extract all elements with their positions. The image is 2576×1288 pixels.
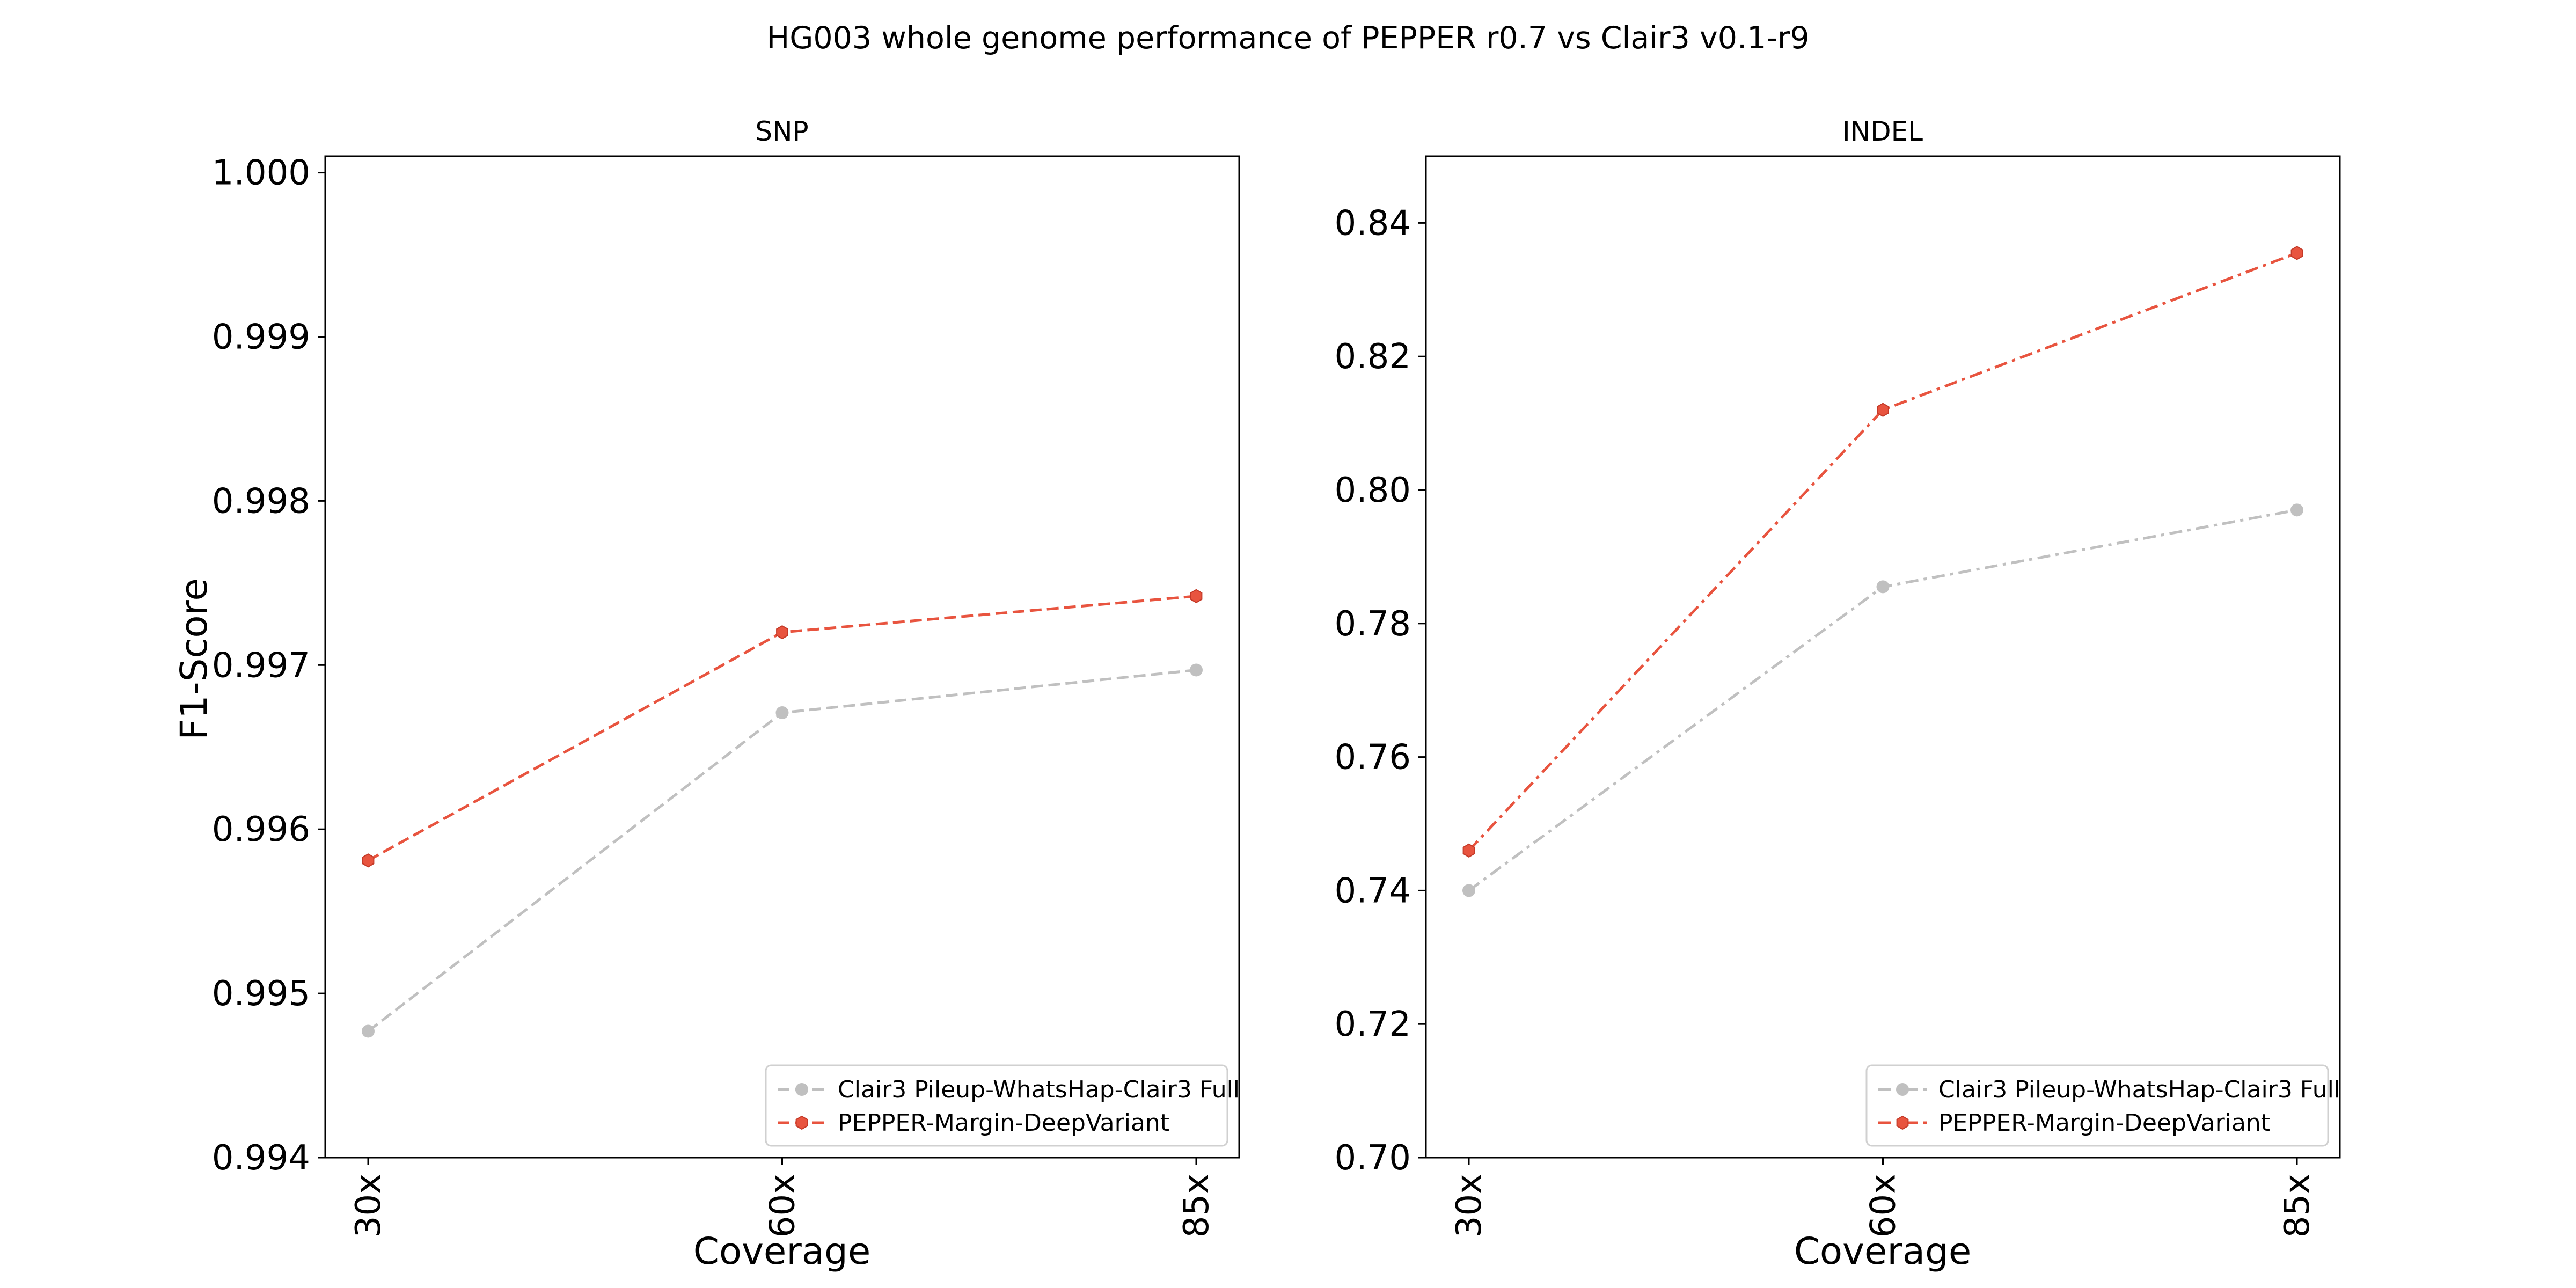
- indel-y-tick-label: 0.82: [1335, 337, 1411, 377]
- snp-y-axis-label: F1-Score: [173, 578, 216, 740]
- snp-y-tick-label: 0.999: [212, 317, 310, 357]
- indel-point-pepper-margin-deepvariant-30x: [1462, 843, 1475, 858]
- indel-panel-title: INDEL: [1842, 116, 1923, 147]
- snp-legend-label: Clair3 Pileup-WhatsHap-Clair3 Full: [838, 1076, 1240, 1103]
- indel-x-tick-label: 30x: [1450, 1174, 1489, 1238]
- snp-legend-marker-pepper-margin-deepvariant: [795, 1115, 808, 1130]
- indel-point-pepper-margin-deepvariant-60x: [1877, 402, 1889, 417]
- indel-legend-label: Clair3 Pileup-WhatsHap-Clair3 Full: [1938, 1076, 2340, 1103]
- snp-y-tick-label: 1.000: [212, 153, 310, 193]
- snp-x-tick-label: 85x: [1177, 1174, 1217, 1238]
- snp-point-clair3-pileup-whatshap-clair3-full-60x: [775, 706, 789, 720]
- snp-x-axis-label: Coverage: [693, 1230, 871, 1273]
- indel-y-tick-label: 0.70: [1335, 1138, 1411, 1178]
- indel-legend-box: [1865, 1064, 2329, 1147]
- snp-panel-title: SNP: [755, 116, 808, 147]
- snp-x-tick-label: 60x: [763, 1174, 803, 1238]
- indel-x-axis-label: Coverage: [1794, 1230, 1972, 1273]
- snp-legend-label: PEPPER-Margin-DeepVariant: [838, 1109, 1169, 1137]
- indel-plot-area: 0.70 0.72 0.74 0.76 0.78 0.80 0.82 0.84 30x 60x 85…: [1335, 155, 2341, 1238]
- snp-legend-box: [765, 1064, 1228, 1147]
- indel-point-pepper-margin-deepvariant-85x: [2290, 246, 2303, 260]
- snp-y-tick-label: 0.994: [212, 1138, 310, 1178]
- indel-y-tick-label: 0.76: [1335, 738, 1411, 778]
- indel-y-tick-label: 0.80: [1335, 471, 1411, 510]
- indel-x-tick-label: 60x: [1864, 1174, 1904, 1238]
- indel-point-clair3-pileup-whatshap-clair3-full-85x: [2290, 503, 2303, 517]
- indel-point-clair3-pileup-whatshap-clair3-full-30x: [1462, 884, 1475, 897]
- indel-panel: INDEL Coverage 0.700.720.740.760.780.800…: [1335, 116, 2341, 1273]
- snp-panel: SNP Coverage F1-Score 0.9940.9950.9960.9…: [173, 116, 1240, 1273]
- snp-legend: Clair3 Pileup-WhatsHap-Clair3 Full PEPPER…: [765, 1064, 1240, 1147]
- snp-point-pepper-margin-deepvariant-30x: [362, 853, 375, 868]
- indel-y-tick-label: 0.74: [1335, 871, 1411, 911]
- snp-point-clair3-pileup-whatshap-clair3-full-85x: [1190, 663, 1203, 677]
- snp-y-tick-label: 0.997: [212, 646, 310, 685]
- snp-legend-marker-clair3-pileup-whatshap-clair3-full: [795, 1083, 808, 1096]
- indel-y-tick-label: 0.78: [1335, 604, 1411, 644]
- snp-x-tick-label: 30x: [349, 1174, 389, 1238]
- indel-legend: Clair3 Pileup-WhatsHap-Clair3 Full PEPPER…: [1865, 1064, 2340, 1147]
- indel-y-tick-label: 0.84: [1335, 203, 1411, 243]
- indel-legend-marker-pepper-margin-deepvariant: [1896, 1115, 1909, 1130]
- indel-y-tick-label: 0.72: [1335, 1005, 1411, 1044]
- snp-point-clair3-pileup-whatshap-clair3-full-30x: [362, 1024, 375, 1038]
- snp-y-tick-label: 0.998: [212, 481, 310, 521]
- snp-point-pepper-margin-deepvariant-85x: [1190, 589, 1203, 603]
- indel-legend-label: PEPPER-Margin-DeepVariant: [1938, 1109, 2270, 1137]
- indel-x-tick-label: 85x: [2278, 1174, 2317, 1238]
- snp-y-tick-label: 0.996: [212, 810, 310, 850]
- snp-point-pepper-margin-deepvariant-60x: [776, 625, 788, 640]
- figure-title: HG003 whole genome performance of PEPPER…: [766, 20, 1809, 56]
- indel-legend-marker-clair3-pileup-whatshap-clair3-full: [1896, 1083, 1909, 1096]
- snp-plot-area: 0.994 0.995 0.996 0.997 0.998 0.999 1.000 30x 60…: [212, 153, 1240, 1238]
- indel-point-clair3-pileup-whatshap-clair3-full-60x: [1876, 580, 1890, 594]
- snp-y-tick-label: 0.995: [212, 974, 310, 1014]
